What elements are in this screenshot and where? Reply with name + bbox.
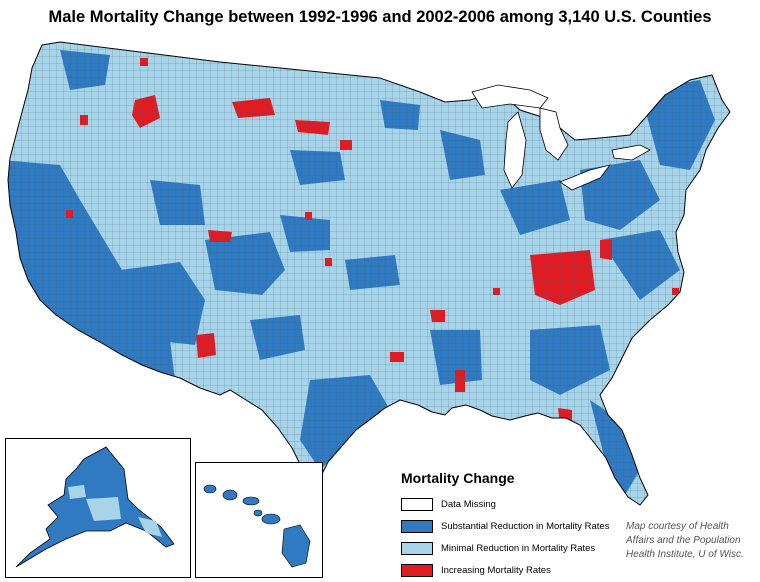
legend-label: Substantial Reduction in Mortality Rates [441, 520, 610, 532]
legend-swatch [401, 519, 433, 533]
alaska-map [15, 446, 175, 568]
legend-swatch [401, 563, 433, 577]
legend-label: Minimal Reduction in Mortality Rates [441, 542, 596, 554]
legend-label: Increasing Mortality Rates [441, 564, 551, 576]
legend-title: Mortality Change [401, 470, 515, 486]
legend-label: Data Missing [441, 498, 496, 510]
legend-item-data-missing: Data Missing [401, 493, 621, 515]
legend-item-substantial-reduction: Substantial Reduction in Mortality Rates [401, 515, 621, 537]
hawaii-inset [195, 462, 323, 578]
map-title: Male Mortality Change between 1992-1996 … [48, 8, 712, 26]
legend-swatch [401, 497, 433, 511]
map-legend: Mortality Change Data Missing Substantia… [401, 470, 621, 581]
legend-item-increasing: Increasing Mortality Rates [401, 559, 621, 581]
legend-item-minimal-reduction: Minimal Reduction in Mortality Rates [401, 537, 621, 559]
alaska-inset [5, 438, 191, 578]
great-lakes [471, 84, 651, 191]
map-credit: Map courtesy of Health Affairs and the P… [626, 521, 744, 560]
legend-swatch [401, 541, 433, 555]
hawaii-map [203, 484, 311, 568]
